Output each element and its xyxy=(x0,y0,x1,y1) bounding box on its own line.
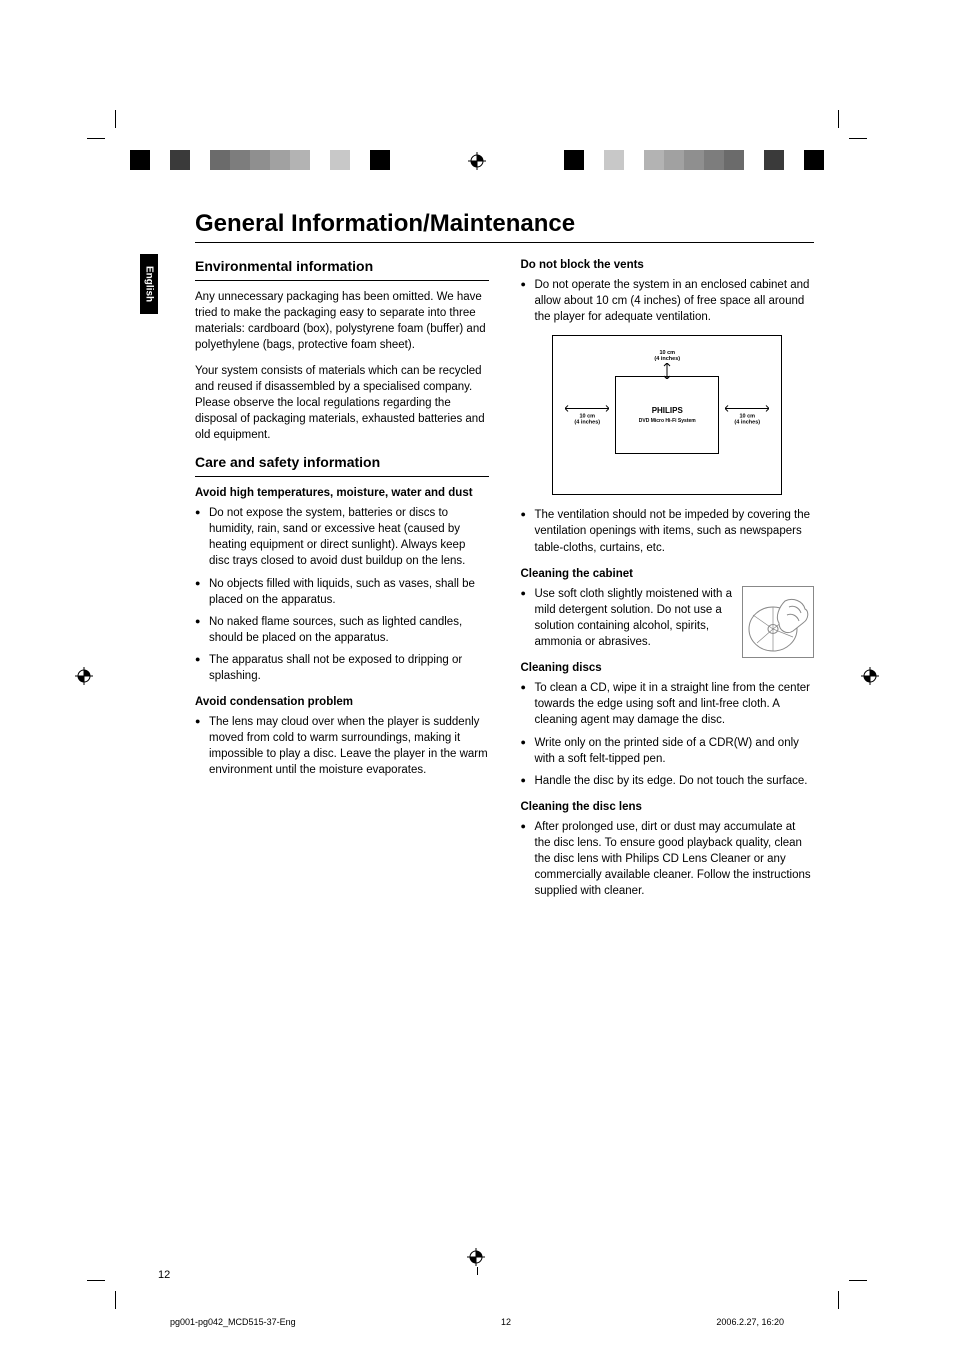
left-column: Environmental information Any unnecessar… xyxy=(195,257,489,909)
title-rule xyxy=(195,242,814,243)
color-bar-right xyxy=(564,150,824,170)
list-clean-discs: To clean a CD, wipe it in a straight lin… xyxy=(521,680,815,789)
bullet-lens-cloud: The lens may cloud over when the player … xyxy=(195,714,489,778)
footer-page: 12 xyxy=(501,1317,511,1327)
list-vents-2: The ventilation should not be impeded by… xyxy=(521,507,815,555)
page-number: 12 xyxy=(158,1269,170,1281)
dim-top: 10 cm (4 inches) xyxy=(553,350,781,379)
crop-mark-bottom-right xyxy=(809,1251,849,1291)
bullet-write-cdr: Write only on the printed side of a CDR(… xyxy=(521,735,815,767)
dim-right-label: 10 cm (4 inches) xyxy=(723,414,771,426)
list-clean-lens: After prolonged use, dirt or dust may ac… xyxy=(521,819,815,899)
para-packaging: Any unnecessary packaging has been omitt… xyxy=(195,289,489,353)
right-column: Do not block the vents Do not operate th… xyxy=(521,257,815,909)
list-condensation: The lens may cloud over when the player … xyxy=(195,714,489,778)
rule-environmental xyxy=(195,280,489,281)
bullet-humidity: Do not expose the system, batteries or d… xyxy=(195,505,489,569)
footer-timestamp: 2006.2.27, 16:20 xyxy=(716,1317,784,1327)
subhead-vents: Do not block the vents xyxy=(521,257,815,273)
bullet-wipe-cd: To clean a CD, wipe it in a straight lin… xyxy=(521,680,815,728)
crop-mark-bottom-left xyxy=(105,1251,145,1291)
para-recycling: Your system consists of materials which … xyxy=(195,363,489,443)
dim-left: 10 cm (4 inches) xyxy=(563,405,611,426)
vent-brand: PHILIPS xyxy=(652,405,683,416)
footer: pg001-pg042_MCD515-37-Eng 12 2006.2.27, … xyxy=(170,1317,784,1327)
page-content: English General Information/Maintenance … xyxy=(140,210,814,1221)
bullet-enclosed: Do not operate the system in an enclosed… xyxy=(521,277,815,325)
registration-mark-left xyxy=(75,667,93,685)
registration-mark-right xyxy=(861,667,879,685)
dim-top-label: 10 cm (4 inches) xyxy=(553,350,781,362)
color-bar-left xyxy=(130,150,390,170)
bullet-impeded: The ventilation should not be impeded by… xyxy=(521,507,815,555)
list-avoid-temp: Do not expose the system, batteries or d… xyxy=(195,505,489,684)
language-tab: English xyxy=(140,254,158,314)
dim-right: 10 cm (4 inches) xyxy=(723,405,771,426)
vent-model: DVD Micro Hi-Fi System xyxy=(639,418,696,425)
bullet-liquids: No objects filled with liquids, such as … xyxy=(195,576,489,608)
rule-care xyxy=(195,476,489,477)
bottom-tick xyxy=(477,1267,478,1275)
ventilation-figure: 10 cm (4 inches) 10 cm (4 inches) 10 cm … xyxy=(552,335,782,495)
footer-filename: pg001-pg042_MCD515-37-Eng xyxy=(170,1317,296,1327)
page-title: General Information/Maintenance xyxy=(195,210,814,238)
bullet-lens-cleaner: After prolonged use, dirt or dust may ac… xyxy=(521,819,815,899)
heading-environmental: Environmental information xyxy=(195,257,489,277)
vent-device: PHILIPS DVD Micro Hi-Fi System xyxy=(615,376,719,454)
subhead-clean-cabinet: Cleaning the cabinet xyxy=(521,566,815,582)
registration-mark-top xyxy=(468,152,486,170)
bullet-soft-cloth: Use soft cloth slightly moistened with a… xyxy=(521,586,815,650)
subhead-avoid-temp: Avoid high temperatures, moisture, water… xyxy=(195,485,489,501)
heading-care: Care and safety information xyxy=(195,453,489,473)
list-clean-cabinet: Use soft cloth slightly moistened with a… xyxy=(521,586,815,650)
bullet-dripping: The apparatus shall not be exposed to dr… xyxy=(195,652,489,684)
dim-left-label: 10 cm (4 inches) xyxy=(563,414,611,426)
registration-mark-bottom xyxy=(467,1248,485,1266)
list-vents-1: Do not operate the system in an enclosed… xyxy=(521,277,815,325)
bullet-handle-edge: Handle the disc by its edge. Do not touc… xyxy=(521,773,815,789)
subhead-clean-lens: Cleaning the disc lens xyxy=(521,799,815,815)
subhead-condensation: Avoid condensation problem xyxy=(195,694,489,710)
bullet-flame: No naked flame sources, such as lighted … xyxy=(195,614,489,646)
subhead-clean-discs: Cleaning discs xyxy=(521,660,815,676)
